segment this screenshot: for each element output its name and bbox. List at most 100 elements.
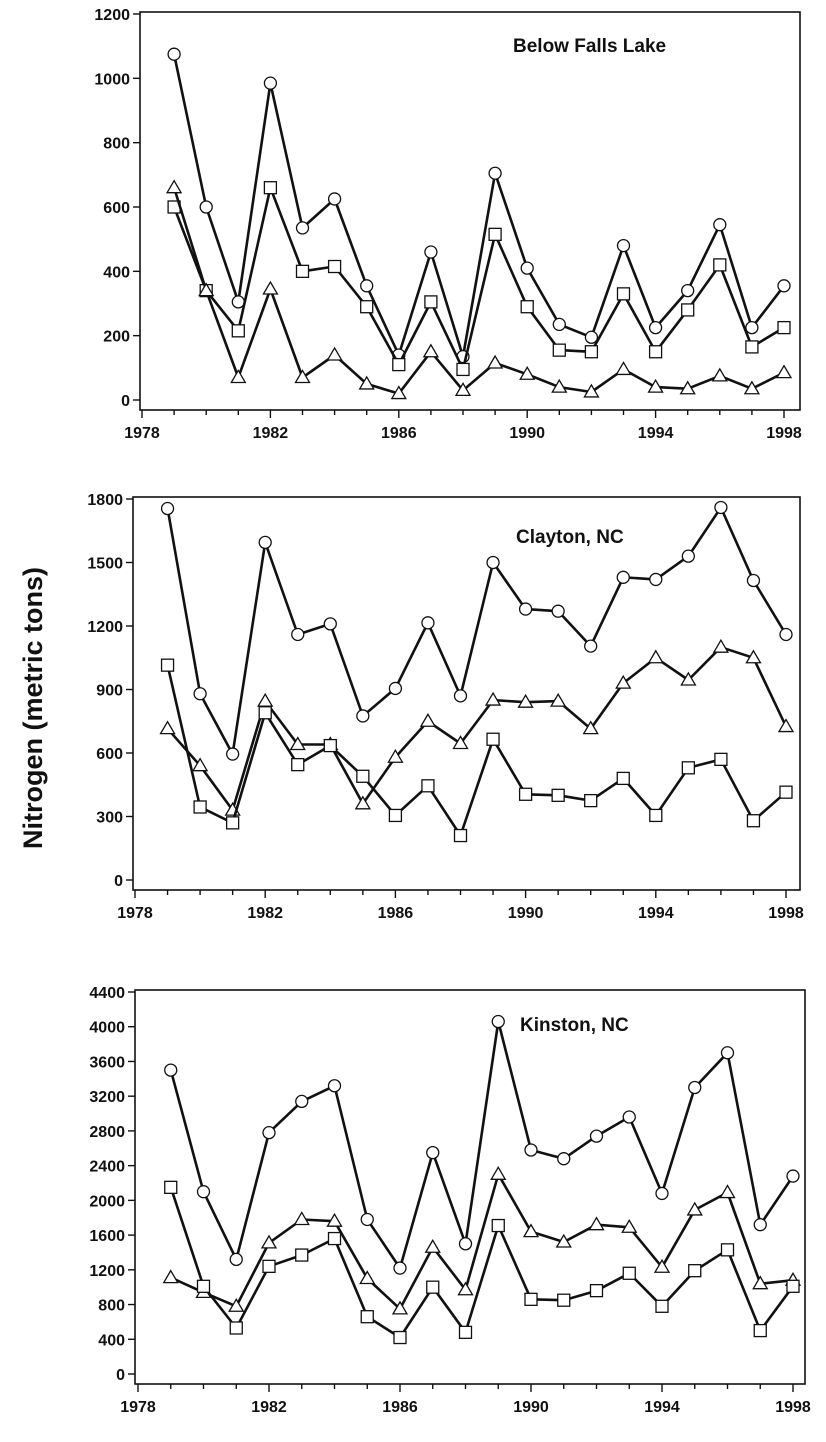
- data-point-triangle: [293, 1211, 310, 1226]
- data-point-square: [356, 769, 370, 783]
- data-point-triangle: [522, 1223, 540, 1238]
- x-tick-label: 1978: [124, 425, 160, 442]
- data-point-circle: [616, 570, 630, 584]
- data-point-triangle: [484, 691, 502, 706]
- data-point-circle: [196, 1185, 211, 1199]
- y-tick-label: 200: [103, 329, 130, 346]
- data-point-circle: [393, 1261, 407, 1275]
- data-point-circle: [193, 687, 207, 701]
- data-point-square: [262, 1259, 276, 1273]
- data-point-triangle: [390, 385, 407, 400]
- data-point-square: [295, 264, 310, 278]
- chart-panel-2: 0 300 600 900 1200 1500 1800 1978 1982 1986 1990 19…: [87, 492, 803, 922]
- data-point-square: [584, 793, 598, 808]
- data-point-triangle: [289, 736, 306, 751]
- data-point-triangle: [454, 382, 472, 397]
- data-point-circle: [745, 320, 759, 335]
- data-point-circle: [327, 1079, 342, 1093]
- series-line-circle: [166, 506, 788, 756]
- data-point-triangle: [647, 649, 664, 664]
- data-point-triangle: [391, 1300, 409, 1315]
- data-point-square: [655, 1299, 669, 1313]
- data-point-circle: [295, 221, 310, 235]
- data-point-square: [488, 227, 502, 241]
- data-point-circle: [779, 627, 793, 642]
- data-point-circle: [584, 639, 598, 653]
- series-line-square: [172, 186, 785, 371]
- x-tick-label: 1998: [766, 425, 802, 442]
- y-tick-label: 0: [121, 393, 130, 410]
- data-point-circle: [714, 500, 728, 515]
- plot-frame: [132, 496, 801, 891]
- data-point-square: [327, 259, 342, 274]
- data-point-circle: [167, 47, 181, 61]
- data-point-circle: [356, 709, 370, 723]
- data-point-triangle: [358, 375, 375, 390]
- data-point-circle: [649, 572, 663, 587]
- data-point-square: [557, 1293, 571, 1307]
- y-tick-label: 1200: [94, 7, 130, 24]
- data-point-circle: [160, 501, 175, 516]
- data-point-triangle: [294, 369, 311, 384]
- chart-title: Clayton, NC: [516, 527, 624, 548]
- data-point-circle: [681, 549, 695, 563]
- y-tick-label: 2000: [89, 1193, 125, 1210]
- data-point-square: [777, 320, 791, 335]
- x-tick-label: 1994: [638, 905, 674, 922]
- data-point-circle: [746, 573, 761, 588]
- data-point-square: [193, 800, 207, 814]
- data-point-square: [393, 1330, 407, 1345]
- data-point-square: [648, 345, 663, 359]
- series-line-triangle: [170, 1173, 794, 1311]
- data-point-circle: [258, 535, 272, 550]
- chart-panel-1: 0 200 400 600 800 1000 1200 1978 1982 1986 1990 199…: [94, 7, 801, 442]
- data-point-square: [291, 757, 305, 772]
- y-tick-label: 1200: [89, 1263, 125, 1280]
- data-point-circle: [520, 261, 534, 275]
- data-point-square: [388, 808, 403, 823]
- data-point-square: [713, 258, 727, 272]
- data-point-triangle: [777, 718, 795, 733]
- series-line-circle: [169, 1020, 795, 1270]
- data-point-square: [323, 738, 337, 753]
- data-point-square: [295, 1248, 309, 1262]
- series-line-square: [166, 664, 787, 837]
- y-axis-title: Nitrogen (metric tons): [18, 567, 48, 849]
- data-point-triangle: [745, 649, 762, 664]
- data-point-circle: [486, 555, 500, 570]
- y-tick-label: 800: [103, 136, 130, 153]
- data-point-circle: [453, 689, 468, 703]
- x-tick-label: 1998: [775, 1399, 811, 1416]
- data-point-triangle: [490, 1166, 507, 1180]
- data-point-circle: [518, 602, 533, 616]
- data-point-circle: [681, 283, 695, 298]
- data-point-circle: [616, 238, 631, 253]
- data-point-triangle: [326, 1212, 343, 1227]
- data-point-triangle: [230, 369, 247, 384]
- data-point-circle: [262, 1125, 276, 1140]
- data-point-circle: [584, 330, 599, 344]
- data-point-square: [584, 345, 599, 359]
- x-tick-label: 1994: [638, 425, 674, 442]
- data-point-circle: [458, 1237, 473, 1251]
- data-point-circle: [491, 1014, 505, 1029]
- data-point-triangle: [228, 1297, 245, 1312]
- data-point-triangle: [679, 380, 696, 395]
- data-point-square: [453, 828, 468, 843]
- x-tick-label: 1998: [768, 905, 804, 922]
- y-tick-label: 800: [98, 1298, 125, 1315]
- data-point-triangle: [422, 343, 440, 358]
- data-point-circle: [688, 1080, 702, 1095]
- data-point-square: [688, 1264, 702, 1278]
- data-point-circle: [713, 218, 727, 232]
- data-point-circle: [360, 1212, 374, 1227]
- data-point-triangle: [257, 692, 274, 707]
- x-tick-label: 1986: [378, 905, 414, 922]
- data-point-square: [229, 1321, 243, 1335]
- data-point-square: [745, 340, 759, 354]
- data-point-triangle: [647, 378, 664, 393]
- data-point-triangle: [775, 364, 793, 379]
- data-point-circle: [229, 1252, 243, 1267]
- y-tick-label: 0: [116, 1367, 125, 1384]
